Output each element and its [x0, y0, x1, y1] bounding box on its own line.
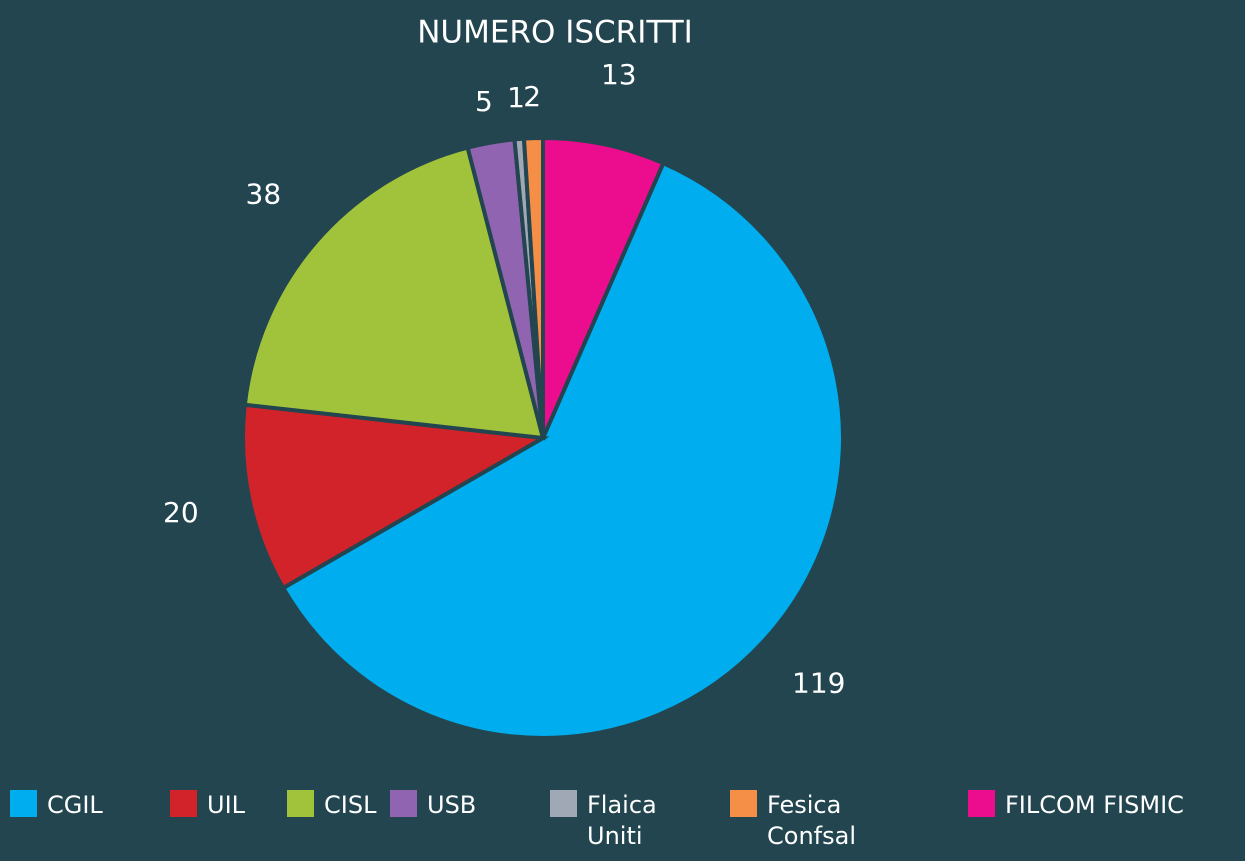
legend-item: CGIL [10, 790, 150, 821]
legend-swatch [170, 790, 197, 817]
data-label: 13 [601, 58, 637, 91]
legend-label: Fesica Confsal [767, 791, 856, 850]
legend-swatch [550, 790, 577, 817]
legend-swatch [968, 790, 995, 817]
legend-item: CISL [287, 790, 387, 821]
legend-swatch [287, 790, 314, 817]
legend-label: FILCOM FISMIC [1005, 791, 1184, 819]
legend-swatch [390, 790, 417, 817]
chart-title: NUMERO ISCRITTI [417, 15, 693, 51]
legend-label: USB [427, 791, 477, 819]
legend-label: CGIL [47, 791, 103, 819]
pie-slice [241, 402, 550, 591]
pie-slice [242, 145, 546, 441]
legend-item: Fesica Confsal [730, 790, 877, 852]
legend-item: USB [390, 790, 540, 821]
data-label: 2 [523, 80, 541, 113]
data-label: 5 [475, 85, 493, 118]
legend-label: UIL [207, 791, 246, 819]
legend-swatch [10, 790, 37, 817]
legend-item: FILCOM FISMIC [968, 790, 1238, 821]
legend-label: CISL [324, 791, 377, 819]
data-label: 1 [507, 81, 525, 114]
data-label: 38 [246, 178, 282, 211]
legend-item: Flaica Uniti [550, 790, 677, 852]
data-label: 119 [792, 667, 845, 700]
legend-swatch [730, 790, 757, 817]
pie-slice [280, 160, 845, 740]
legend-item: UIL [170, 790, 280, 821]
data-label: 20 [163, 496, 199, 529]
pie-slice [541, 135, 666, 439]
legend-label: Flaica Uniti [587, 791, 657, 850]
